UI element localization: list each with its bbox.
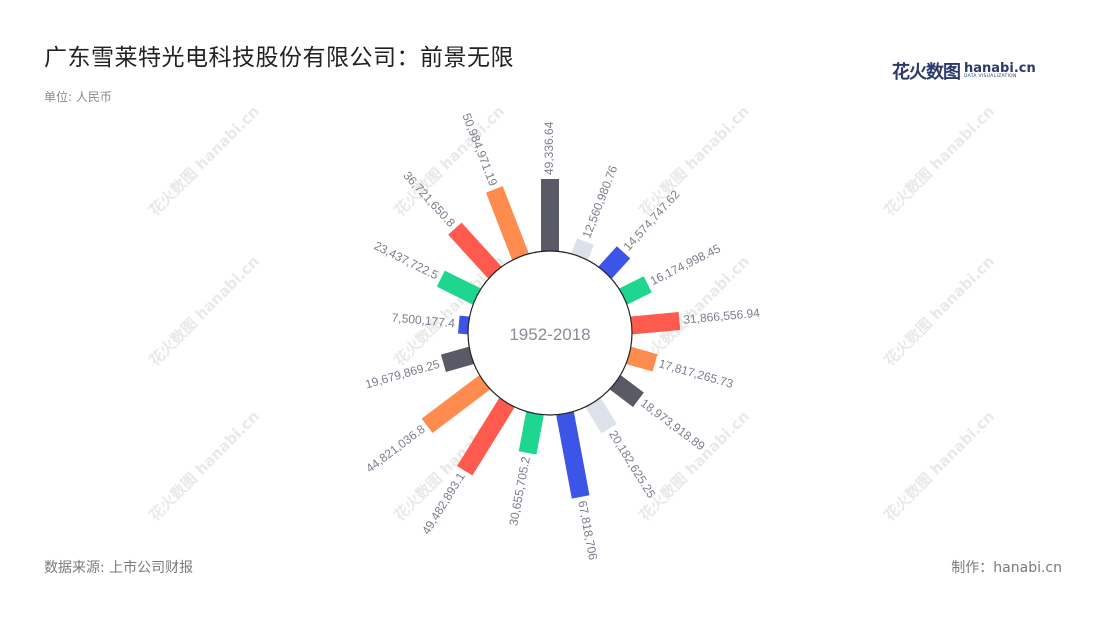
data-label: 16,174,998.45 <box>648 241 723 288</box>
bar <box>421 375 490 433</box>
center-label: 1952-2018 <box>509 325 590 344</box>
credit-text: 制作：hanabi.cn <box>951 560 1062 576</box>
bar <box>610 375 644 407</box>
data-label: 14,574,747.62 <box>620 187 682 253</box>
data-label: 17,817,265.73 <box>657 356 735 391</box>
data-label: 67,818,706 <box>575 499 600 561</box>
bar <box>457 397 515 476</box>
bar <box>457 315 470 335</box>
brand-tagline: DATA VISUALIZATION <box>964 74 1017 80</box>
data-label: 12,560,980.76 <box>580 163 621 240</box>
data-source: 数据来源: 上市公司财报 <box>44 560 194 576</box>
brand-wordmark: hanabi.cn DATA VISUALIZATION <box>964 62 1036 80</box>
data-label: 36,721,650.8 <box>400 169 458 230</box>
bar <box>448 222 502 279</box>
bar <box>619 276 652 305</box>
bar <box>436 270 481 305</box>
bar <box>571 238 594 260</box>
data-label: 7,500,177.4 <box>391 311 456 331</box>
bar <box>585 397 617 434</box>
data-label: 18,973,918.89 <box>638 396 708 454</box>
bar <box>485 186 529 260</box>
data-label: 30,655,705.2 <box>506 455 533 527</box>
data-label: 31,866,556.94 <box>683 306 761 327</box>
unit-label: 单位: 人民币 <box>44 90 112 104</box>
data-label: 44,821,036.8 <box>363 422 428 476</box>
bar <box>518 411 544 455</box>
bar <box>626 346 658 372</box>
bar <box>630 312 681 335</box>
data-label: 19,679,869.25 <box>364 357 442 392</box>
brand-name: hanabi.cn <box>964 61 1036 77</box>
bar <box>440 346 474 372</box>
data-label: 49,336.64 <box>542 121 556 175</box>
brand-logo-mark: 花火数图 <box>892 62 961 83</box>
bar <box>556 411 590 499</box>
bar <box>541 179 559 251</box>
bar-group <box>421 179 681 499</box>
chart-title: 广东雪莱特光电科技股份有限公司：前景无限 <box>44 45 514 71</box>
brand-logo[interactable]: 花火数图 hanabi.cn DATA VISUALIZATION <box>892 58 1036 84</box>
bar <box>598 246 631 279</box>
data-label: 20,182,625.25 <box>606 428 658 501</box>
center-circle <box>467 250 633 416</box>
data-label: 23,437,722.5 <box>372 239 441 283</box>
data-label: 49,482,893.1 <box>419 470 468 537</box>
data-label: 50,984,971.19 <box>459 111 500 188</box>
